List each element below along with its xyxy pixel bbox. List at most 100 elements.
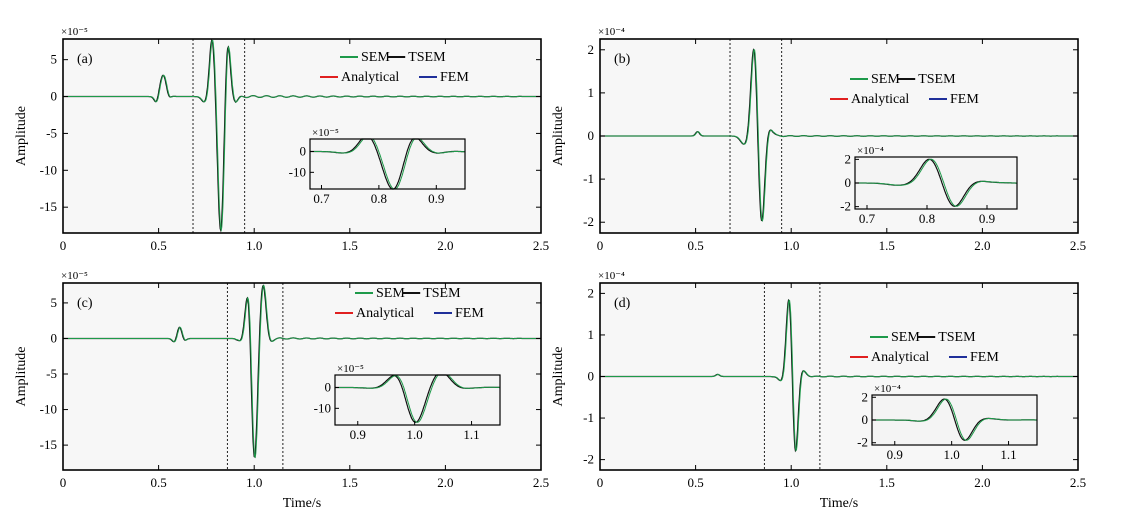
x-axis-label: Time/s	[820, 496, 858, 511]
x-tick-label: 0.5	[150, 238, 166, 253]
inset-frame	[334, 374, 501, 426]
series-line-sem	[600, 299, 1078, 452]
legend-label: SEM	[891, 330, 920, 345]
x-tick-label: 1.0	[246, 238, 262, 253]
x-tick-label: 2.5	[533, 238, 549, 253]
x-tick-label: 2.0	[974, 475, 990, 490]
panel-tag: (c)	[77, 296, 93, 311]
y-tick-label: 5	[51, 52, 58, 67]
legend-label: TSEM	[918, 72, 956, 87]
series-line-sem	[63, 284, 541, 459]
legend-label: FEM	[950, 92, 979, 107]
inset-x-tick-label: 1.0	[944, 447, 960, 462]
inset-x-tick-label: 0.8	[371, 191, 387, 206]
inset-y-multiplier: ×10⁻⁴	[874, 383, 901, 395]
y-tick-label: -5	[46, 366, 57, 381]
inset-x-tick-label: 1.1	[463, 427, 479, 442]
y-tick-label: 2	[588, 285, 595, 300]
x-tick-label: 1.5	[342, 475, 358, 490]
panel-tag: (b)	[614, 52, 631, 67]
inset-series-sem	[855, 158, 1017, 207]
inset-x-tick-label: 0.9	[428, 191, 444, 206]
inset-y-tick-label: 2	[862, 389, 869, 404]
x-tick-label: 2.0	[437, 475, 453, 490]
y-axis-label: Amplitude	[551, 347, 566, 407]
inset-y-tick-label: 0	[862, 412, 869, 427]
axes-frame	[62, 38, 542, 234]
legend-label: FEM	[455, 306, 484, 321]
x-tick-label: 0	[597, 238, 604, 253]
y-multiplier: ×10⁻⁵	[61, 26, 88, 38]
inset-frame	[309, 138, 466, 190]
y-multiplier: ×10⁻⁴	[598, 26, 625, 38]
inset-axes: 0.7 0.8 0.9 2 0 -2 ×10⁻⁴	[840, 145, 1018, 226]
panel-b: 0 0.5 1.0 1.5 2.0 2.5 2 1 0 -1 -2 ×10⁻⁴ (b) Amplitude…	[551, 26, 1086, 253]
legend-label: FEM	[970, 350, 999, 365]
y-tick-label: -10	[40, 162, 57, 177]
inset-x-tick-label: 0.7	[859, 211, 876, 226]
inset-y-multiplier: ×10⁻⁵	[337, 363, 364, 375]
y-tick-label: -5	[46, 125, 57, 140]
x-tick-label: 2.0	[437, 238, 453, 253]
y-tick-label: -1	[583, 410, 594, 425]
y-tick-label: 0	[588, 369, 595, 384]
panel-tag: (d)	[614, 296, 631, 311]
x-tick-label: 0	[597, 475, 604, 490]
y-tick-label: -15	[40, 437, 57, 452]
inset-y-tick-label: 0	[845, 175, 852, 190]
inset-axes: 0.9 1.0 1.1 0 -10 ×10⁻⁵	[314, 363, 501, 442]
x-tick-label: 1.5	[879, 475, 895, 490]
inset-x-tick-label: 0.9	[350, 427, 366, 442]
inset-x-tick-label: 1.0	[407, 427, 423, 442]
legend-label: Analytical	[341, 70, 399, 85]
x-tick-label: 0.5	[687, 238, 703, 253]
y-tick-label: 0	[51, 330, 58, 345]
legend: SEM TSEM Analytical FEM	[335, 286, 484, 321]
inset-plot-area	[310, 139, 465, 189]
inset-y-tick-label: 0	[300, 144, 307, 159]
inset-x-tick-label: 0.7	[313, 191, 330, 206]
y-tick-label: -1	[583, 171, 594, 186]
inset-y-tick-label: -10	[314, 400, 331, 415]
legend-label: TSEM	[423, 286, 461, 301]
inset-y-tick-label: 0	[325, 380, 332, 395]
legend: SEM TSEM Analytical FEM	[830, 72, 979, 107]
inset-x-tick-label: 0.9	[979, 211, 995, 226]
inset-axes: 0.9 1.0 1.1 2 0 -2 ×10⁻⁴	[857, 383, 1038, 462]
inset-x-tick-label: 0.8	[919, 211, 935, 226]
x-tick-label: 1.5	[342, 238, 358, 253]
inset-plot-area	[335, 375, 500, 425]
legend-label: TSEM	[938, 330, 976, 345]
x-tick-label: 1.0	[246, 475, 262, 490]
inset-series-sem	[335, 374, 500, 423]
legend-label: TSEM	[408, 50, 446, 65]
y-axis-label: Amplitude	[551, 106, 566, 166]
y-tick-label: 1	[588, 327, 595, 342]
inset-y-tick-label: -2	[840, 199, 851, 214]
y-multiplier: ×10⁻⁴	[598, 270, 625, 282]
legend-label: Analytical	[871, 350, 929, 365]
plot-area	[63, 39, 541, 233]
y-tick-label: 1	[588, 85, 595, 100]
series-line-sem	[63, 39, 541, 233]
legend-label: Analytical	[356, 306, 414, 321]
x-axis-label: Time/s	[283, 496, 321, 511]
x-tick-label: 0.5	[687, 475, 703, 490]
inset-y-tick-label: -10	[289, 164, 306, 179]
legend-label: SEM	[376, 286, 405, 301]
x-tick-label: 0.5	[150, 475, 166, 490]
y-axis-label: Amplitude	[14, 347, 29, 407]
inset-y-tick-label: -2	[857, 435, 868, 450]
x-tick-label: 0	[60, 475, 67, 490]
y-tick-label: -10	[40, 402, 57, 417]
y-tick-label: -15	[40, 199, 57, 214]
y-tick-label: -2	[583, 214, 594, 229]
series-line-sem	[600, 48, 1078, 222]
legend-label: SEM	[871, 72, 900, 87]
legend: SEM TSEM Analytical FEM	[850, 330, 999, 365]
x-tick-label: 2.0	[974, 238, 990, 253]
x-tick-label: 0	[60, 238, 67, 253]
panel-c: 0 0.5 1.0 1.5 2.0 2.5 5 0 -5 -10 -15 ×10⁻⁵ (c) Amplit…	[14, 270, 549, 511]
x-tick-label: 1.5	[879, 238, 895, 253]
